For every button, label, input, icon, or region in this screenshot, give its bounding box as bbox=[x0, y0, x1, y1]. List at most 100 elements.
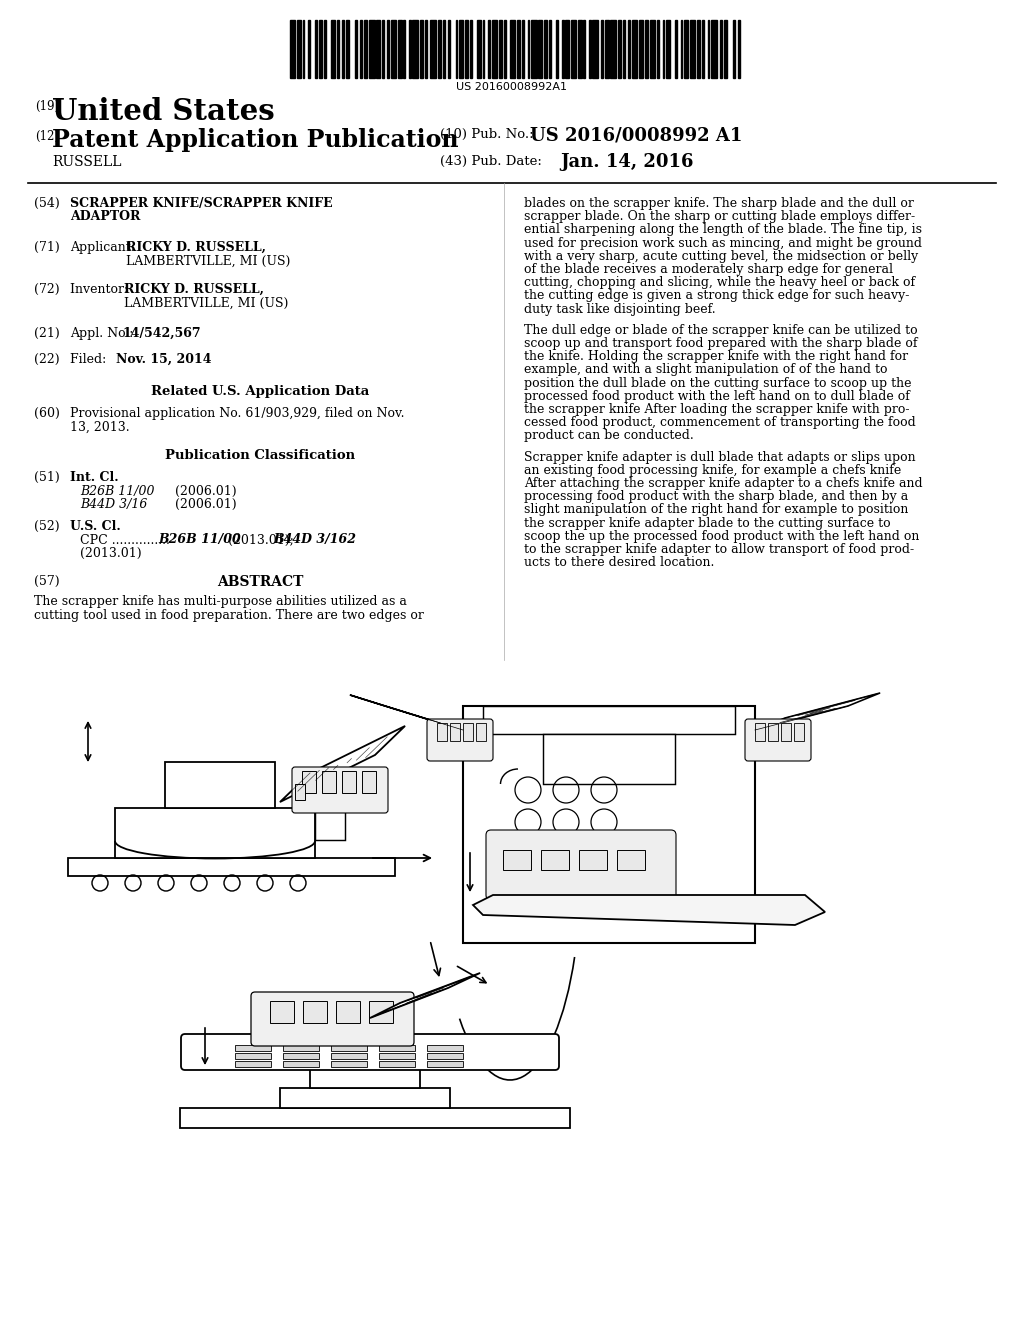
Bar bbox=[617, 850, 645, 870]
Bar bbox=[308, 20, 310, 78]
Text: Int. Cl.: Int. Cl. bbox=[70, 471, 119, 484]
Bar bbox=[398, 20, 401, 78]
Text: B44D 3/16: B44D 3/16 bbox=[80, 498, 147, 511]
Text: LAMBERTVILLE, MI (US): LAMBERTVILLE, MI (US) bbox=[124, 297, 289, 309]
Bar bbox=[650, 20, 655, 78]
Bar bbox=[165, 762, 275, 808]
Text: (10) Pub. No.:: (10) Pub. No.: bbox=[440, 128, 534, 141]
Text: scoop the up the processed food product with the left hand on: scoop the up the processed food product … bbox=[524, 529, 920, 543]
Bar bbox=[510, 20, 515, 78]
FancyBboxPatch shape bbox=[292, 767, 388, 813]
Bar bbox=[492, 20, 497, 78]
Bar bbox=[302, 771, 316, 793]
Bar bbox=[303, 20, 304, 78]
Text: (19): (19) bbox=[35, 100, 59, 114]
Text: (22): (22) bbox=[34, 352, 59, 366]
Bar bbox=[657, 20, 659, 78]
Bar bbox=[332, 20, 335, 78]
Bar bbox=[482, 20, 484, 78]
Bar bbox=[427, 1061, 463, 1067]
Bar bbox=[543, 734, 675, 784]
Bar bbox=[322, 771, 336, 793]
Text: (2013.01);: (2013.01); bbox=[228, 533, 294, 546]
Bar bbox=[382, 20, 384, 78]
Bar bbox=[336, 1001, 360, 1023]
Bar bbox=[409, 20, 411, 78]
Bar bbox=[463, 723, 473, 741]
Bar bbox=[369, 1001, 393, 1023]
Text: (54): (54) bbox=[34, 197, 59, 210]
Bar bbox=[68, 858, 395, 876]
Text: RICKY D. RUSSELL,: RICKY D. RUSSELL, bbox=[124, 282, 264, 296]
Bar bbox=[689, 20, 695, 78]
Text: (72): (72) bbox=[34, 282, 59, 296]
Bar bbox=[667, 20, 670, 78]
Bar bbox=[364, 20, 368, 78]
Bar bbox=[315, 20, 317, 78]
Polygon shape bbox=[473, 895, 825, 925]
Text: the scrapper knife After loading the scrapper knife with pro-: the scrapper knife After loading the scr… bbox=[524, 403, 909, 416]
Bar bbox=[449, 20, 451, 78]
Bar bbox=[420, 20, 423, 78]
Bar bbox=[584, 20, 585, 78]
Bar bbox=[387, 20, 389, 78]
Bar bbox=[483, 706, 735, 734]
Bar bbox=[738, 20, 740, 78]
Text: slight manipulation of the right hand for example to position: slight manipulation of the right hand fo… bbox=[524, 503, 908, 516]
Text: The dull edge or blade of the scrapper knife can be utilized to: The dull edge or blade of the scrapper k… bbox=[524, 323, 918, 337]
Bar bbox=[456, 20, 458, 78]
Bar bbox=[427, 1045, 463, 1051]
Bar bbox=[768, 723, 778, 741]
Bar bbox=[346, 20, 349, 78]
Bar bbox=[629, 20, 630, 78]
Text: (2006.01): (2006.01) bbox=[175, 484, 237, 498]
Bar bbox=[712, 20, 717, 78]
Text: Related U.S. Application Data: Related U.S. Application Data bbox=[151, 385, 369, 399]
Text: (12): (12) bbox=[35, 129, 59, 143]
Bar bbox=[696, 20, 700, 78]
Bar bbox=[180, 1107, 570, 1129]
Bar bbox=[437, 20, 441, 78]
Text: After attaching the scrapper knife adapter to a chefs knife and: After attaching the scrapper knife adapt… bbox=[524, 477, 923, 490]
Bar bbox=[579, 850, 607, 870]
Bar bbox=[234, 1053, 271, 1059]
Text: Jan. 14, 2016: Jan. 14, 2016 bbox=[560, 153, 693, 172]
Bar bbox=[720, 20, 722, 78]
Bar bbox=[681, 20, 682, 78]
Text: (43) Pub. Date:: (43) Pub. Date: bbox=[440, 154, 542, 168]
Text: B26B 11/00: B26B 11/00 bbox=[158, 533, 241, 546]
Bar bbox=[463, 706, 755, 942]
Text: example, and with a slight manipulation of of the hand to: example, and with a slight manipulation … bbox=[524, 363, 888, 376]
Bar bbox=[476, 723, 486, 741]
Polygon shape bbox=[755, 693, 880, 730]
Text: an existing food processing knife, for example a chefs knife: an existing food processing knife, for e… bbox=[524, 463, 901, 477]
Text: cessed food product, commencement of transporting the food: cessed food product, commencement of tra… bbox=[524, 416, 915, 429]
Text: product can be conducted.: product can be conducted. bbox=[524, 429, 693, 442]
Bar bbox=[593, 20, 598, 78]
Text: RUSSELL: RUSSELL bbox=[52, 154, 122, 169]
Bar bbox=[413, 20, 418, 78]
Bar bbox=[370, 20, 375, 78]
Bar bbox=[379, 1061, 415, 1067]
Text: with a very sharp, acute cutting bevel, the midsection or belly: with a very sharp, acute cutting bevel, … bbox=[524, 249, 919, 263]
Text: (21): (21) bbox=[34, 327, 59, 341]
Text: processed food product with the left hand on to dull blade of: processed food product with the left han… bbox=[524, 389, 910, 403]
Text: ABSTRACT: ABSTRACT bbox=[217, 576, 303, 589]
Text: processing food product with the sharp blade, and then by a: processing food product with the sharp b… bbox=[524, 490, 908, 503]
Text: 13, 2013.: 13, 2013. bbox=[70, 421, 130, 433]
Bar bbox=[539, 20, 542, 78]
Bar bbox=[425, 20, 427, 78]
Text: the cutting edge is given a strong thick edge for such heavy-: the cutting edge is given a strong thick… bbox=[524, 289, 909, 302]
Text: ADAPTOR: ADAPTOR bbox=[70, 210, 140, 223]
Bar bbox=[470, 20, 472, 78]
Polygon shape bbox=[350, 696, 463, 730]
Text: blades on the scrapper knife. The sharp blade and the dull or: blades on the scrapper knife. The sharp … bbox=[524, 197, 913, 210]
Text: the scrapper knife adapter blade to the cutting surface to: the scrapper knife adapter blade to the … bbox=[524, 516, 891, 529]
Bar bbox=[354, 20, 356, 78]
Bar bbox=[297, 20, 301, 78]
Bar bbox=[377, 20, 380, 78]
Bar bbox=[465, 20, 468, 78]
Text: Scrapper knife adapter is dull blade that adapts or slips upon: Scrapper knife adapter is dull blade tha… bbox=[524, 450, 915, 463]
Bar bbox=[337, 20, 339, 78]
Text: scoop up and transport food prepared with the sharp blade of: scoop up and transport food prepared wit… bbox=[524, 337, 918, 350]
